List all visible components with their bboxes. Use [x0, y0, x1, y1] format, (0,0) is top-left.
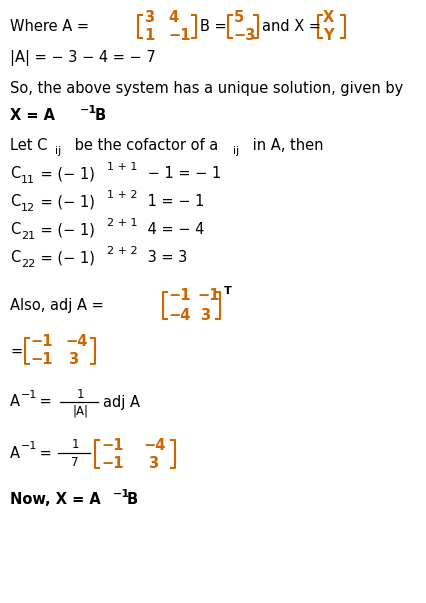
Text: = (− 1): = (− 1) [36, 250, 95, 265]
Text: −1: −1 [30, 335, 52, 350]
Text: 1 + 2: 1 + 2 [107, 190, 138, 200]
Text: ij: ij [55, 146, 61, 156]
Text: =: = [35, 394, 56, 409]
Text: 7: 7 [71, 455, 79, 469]
Text: 1 + 1: 1 + 1 [107, 162, 137, 172]
Text: −1: −1 [21, 441, 37, 451]
Text: −1: −1 [168, 288, 190, 303]
Text: − 1 = − 1: − 1 = − 1 [143, 166, 221, 182]
Text: B =: B = [200, 19, 231, 34]
Text: and X =: and X = [262, 19, 325, 34]
Text: X: X [323, 10, 334, 25]
Text: −1: −1 [197, 288, 219, 303]
Text: C: C [10, 166, 20, 182]
Text: −1: −1 [21, 390, 37, 400]
Text: 1: 1 [76, 388, 84, 400]
Text: X = A: X = A [10, 109, 55, 124]
Text: −1: −1 [80, 105, 97, 115]
Text: C: C [10, 195, 20, 209]
Text: 3 = 3: 3 = 3 [143, 250, 187, 265]
Text: 11: 11 [21, 175, 35, 185]
Text: |A| = − 3 − 4 = − 7: |A| = − 3 − 4 = − 7 [10, 50, 156, 66]
Text: Now, X = A: Now, X = A [10, 493, 101, 508]
Text: −1: −1 [30, 353, 52, 367]
Text: 2 + 2: 2 + 2 [107, 246, 138, 256]
Text: B: B [127, 493, 138, 508]
Text: in A, then: in A, then [248, 137, 323, 153]
Text: 5: 5 [234, 10, 244, 25]
Text: −4: −4 [168, 308, 190, 323]
Text: 3: 3 [68, 353, 78, 367]
Text: −1: −1 [101, 455, 124, 470]
Text: So, the above system has a unique solution, given by: So, the above system has a unique soluti… [10, 80, 403, 95]
Text: 2 + 1: 2 + 1 [107, 218, 138, 228]
Text: −1: −1 [168, 28, 190, 42]
Text: Also, adj A =: Also, adj A = [10, 298, 108, 313]
Text: 4 = − 4: 4 = − 4 [143, 223, 204, 238]
Text: −4: −4 [65, 335, 87, 350]
Text: =: = [35, 446, 56, 461]
Text: 12: 12 [21, 203, 35, 213]
Text: 3: 3 [200, 308, 210, 323]
Text: 1: 1 [144, 28, 154, 42]
Text: 21: 21 [21, 231, 35, 241]
Text: 22: 22 [21, 259, 35, 269]
Text: −3: −3 [233, 28, 255, 42]
Text: Where A =: Where A = [10, 19, 94, 34]
Text: ij: ij [233, 146, 239, 156]
Text: Y: Y [323, 28, 334, 42]
Text: |A|: |A| [72, 405, 88, 417]
Text: adj A: adj A [103, 394, 140, 409]
Text: = (− 1): = (− 1) [36, 166, 95, 182]
Text: −4: −4 [143, 438, 165, 452]
Text: −1: −1 [101, 438, 124, 452]
Text: 4: 4 [168, 10, 178, 25]
Text: −1: −1 [113, 489, 130, 499]
Text: 1: 1 [71, 438, 79, 452]
Text: = (− 1): = (− 1) [36, 223, 95, 238]
Text: 1 = − 1: 1 = − 1 [143, 195, 204, 209]
Text: C: C [10, 223, 20, 238]
Text: = (− 1): = (− 1) [36, 195, 95, 209]
Text: A: A [10, 446, 20, 461]
Text: B: B [95, 109, 106, 124]
Text: 3: 3 [144, 10, 154, 25]
Text: 3: 3 [148, 455, 158, 470]
Text: T: T [224, 286, 232, 296]
Text: be the cofactor of a: be the cofactor of a [70, 137, 218, 153]
Text: C: C [10, 250, 20, 265]
Text: =: = [10, 344, 22, 359]
Text: A: A [10, 394, 20, 409]
Text: Let C: Let C [10, 137, 47, 153]
